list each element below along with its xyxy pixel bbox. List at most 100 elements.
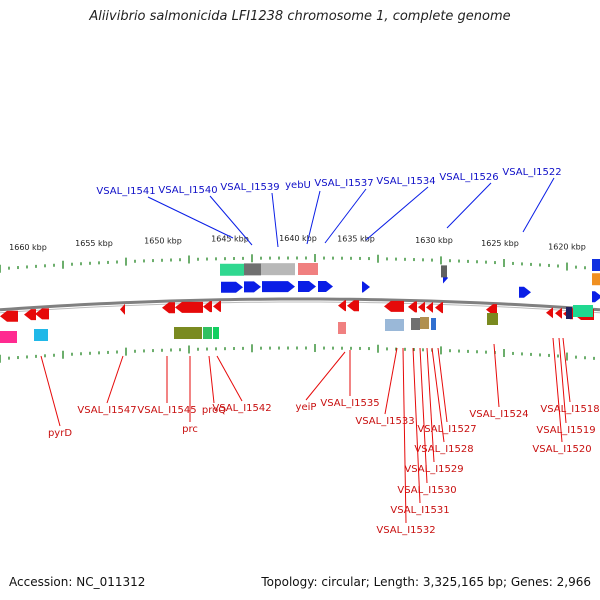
reverse-gene-label: VSAL_I1520	[532, 444, 591, 455]
scale-label: 1645 kbp	[211, 235, 249, 244]
forward-gene	[221, 281, 243, 293]
reverse-leader-line	[384, 347, 398, 415]
feature-box	[441, 265, 447, 278]
feature-box	[34, 329, 48, 341]
reverse-gene-label: VSAL_I1524	[469, 409, 528, 420]
reverse-gene-label: yeiP	[296, 402, 317, 413]
reverse-leader-line	[437, 347, 448, 423]
reverse-gene-label: pyrD	[48, 428, 72, 439]
reverse-leader-line	[216, 355, 243, 402]
reverse-gene-label: VSAL_I1518	[540, 404, 599, 415]
forward-leader-line	[446, 182, 492, 229]
scale-label: 1650 kbp	[144, 236, 182, 245]
reverse-gene	[418, 301, 425, 313]
reverse-leader-line	[208, 355, 215, 404]
reverse-leader-line	[562, 337, 571, 403]
feature-box	[174, 327, 202, 339]
feature-box	[592, 259, 600, 271]
forward-leader-line	[147, 196, 234, 239]
forward-gene-label: VSAL_I1526	[439, 172, 498, 183]
forward-gene	[318, 281, 333, 293]
reverse-gene-label: VSAL_I1547	[77, 405, 136, 416]
forward-leader-line	[209, 195, 253, 246]
reverse-gene-label: VSAL_I1529	[404, 464, 463, 475]
reverse-gene-label: VSAL_I1545	[137, 405, 196, 416]
reverse-leader-line	[412, 347, 421, 504]
forward-gene-label: VSAL_I1539	[220, 182, 279, 193]
forward-gene-label: VSAL_I1534	[376, 176, 435, 187]
forward-gene	[262, 281, 295, 293]
feature-box	[244, 263, 261, 276]
reverse-gene	[347, 300, 359, 312]
feature-box	[487, 313, 498, 325]
forward-leader-line	[365, 186, 429, 241]
reverse-leader-line	[402, 347, 407, 524]
feature-box	[420, 317, 429, 329]
backbone-inner	[0, 301, 600, 314]
reverse-gene	[486, 304, 497, 316]
genome-stats-text: Topology: circular; Length: 3,325,165 bp…	[261, 575, 591, 589]
scale-label: 1635 kbp	[337, 234, 375, 243]
forward-leader-line	[522, 177, 555, 233]
scale-label: 1655 kbp	[75, 239, 113, 248]
feature-box	[0, 331, 17, 343]
reverse-gene	[162, 302, 175, 314]
scale-label: 1620 kbp	[548, 243, 586, 252]
scale-label: 1630 kbp	[415, 236, 453, 245]
reverse-gene	[384, 300, 404, 312]
scale-label: 1640 kbp	[279, 234, 317, 243]
forward-gene-label: VSAL_I1541	[96, 186, 155, 197]
feature-box	[385, 319, 404, 331]
reverse-leader-line	[305, 351, 346, 401]
forward-gene-label: VSAL_I1522	[502, 167, 561, 178]
feature-box	[573, 305, 593, 317]
feature-box	[220, 263, 244, 276]
reverse-leader-line	[552, 337, 563, 443]
feature-box	[411, 318, 420, 330]
reverse-gene-label: VSAL_I1527	[417, 424, 476, 435]
scale-label: 1625 kbp	[481, 239, 519, 248]
forward-gene	[298, 281, 316, 293]
forward-leader-line	[306, 190, 321, 245]
reverse-leader-line	[419, 347, 428, 484]
scale-label: 1660 kbp	[9, 243, 47, 252]
reverse-gene-label: proQ	[202, 405, 226, 416]
forward-leader-line	[324, 188, 367, 244]
reverse-gene	[555, 307, 562, 319]
reverse-gene	[0, 310, 18, 322]
reverse-leader-line	[431, 347, 445, 443]
feature-box	[592, 273, 600, 286]
reverse-leader-line	[426, 347, 435, 463]
reverse-gene-label: prc	[182, 424, 198, 435]
feature-box	[298, 263, 318, 276]
reverse-gene	[408, 301, 417, 313]
reverse-gene-label: VSAL_I1533	[355, 416, 414, 427]
forward-leader-line	[271, 192, 279, 248]
reverse-gene	[546, 307, 553, 319]
feature-box	[431, 318, 436, 330]
reverse-leader-line	[40, 355, 61, 427]
reverse-gene	[120, 303, 125, 315]
forward-gene	[592, 291, 600, 303]
reverse-leader-line	[493, 343, 500, 408]
reverse-gene	[35, 308, 49, 320]
forward-gene	[519, 286, 531, 298]
forward-gene-label: VSAL_I1537	[314, 178, 373, 189]
reverse-gene-label: VSAL_I1535	[320, 398, 379, 409]
accession-text: Accession: NC_011312	[9, 575, 146, 589]
reverse-gene	[426, 301, 433, 313]
forward-gene	[244, 281, 261, 293]
reverse-gene-label: VSAL_I1530	[397, 485, 456, 496]
reverse-leader-line	[106, 355, 124, 404]
forward-gene	[362, 281, 370, 293]
forward-gene-label: yebU	[285, 180, 311, 191]
reverse-gene-label: VSAL_I1532	[376, 525, 435, 536]
forward-gene-label: VSAL_I1540	[158, 185, 217, 196]
reverse-gene	[213, 300, 221, 312]
backbone-outer	[0, 297, 600, 312]
reverse-gene	[435, 302, 443, 314]
feature-box	[566, 307, 572, 319]
reverse-leader-line	[558, 337, 567, 424]
